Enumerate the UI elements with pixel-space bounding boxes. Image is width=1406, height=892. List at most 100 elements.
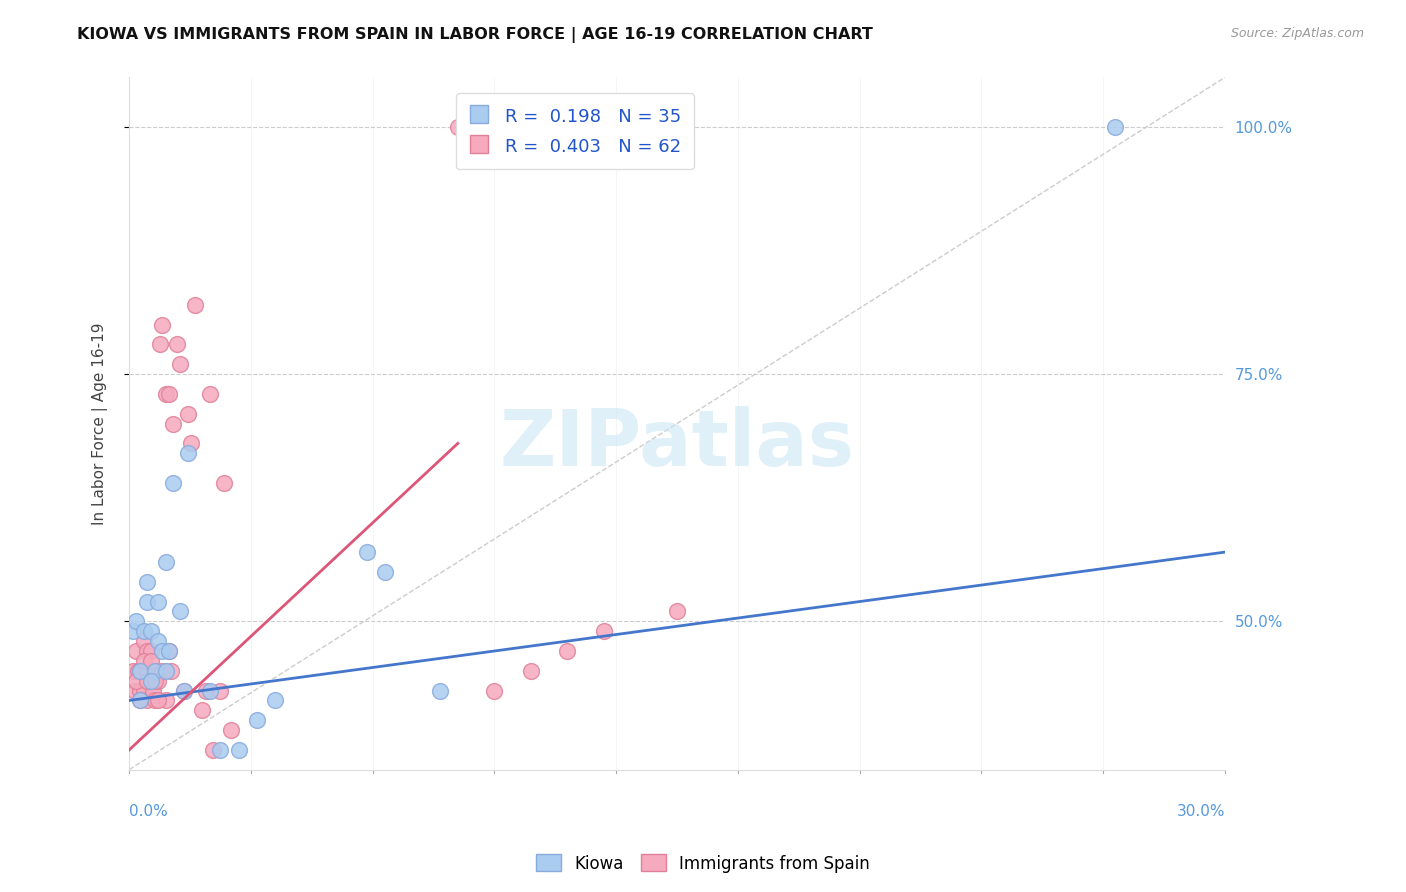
Point <box>173 683 195 698</box>
Point <box>143 673 166 688</box>
Point <box>198 683 221 698</box>
Point <box>557 842 579 856</box>
Point <box>136 693 159 707</box>
Point <box>139 673 162 688</box>
Point <box>166 337 188 351</box>
Point <box>202 743 225 757</box>
Point <box>150 644 173 658</box>
Point <box>136 594 159 608</box>
Point <box>301 891 323 892</box>
Text: 0.0%: 0.0% <box>129 805 167 819</box>
Point <box>148 634 170 648</box>
Point <box>191 802 214 816</box>
Point <box>150 318 173 332</box>
Point <box>246 713 269 727</box>
Point <box>264 891 287 892</box>
Point <box>132 624 155 639</box>
Text: ZIPatlas: ZIPatlas <box>499 407 855 483</box>
Point <box>484 683 506 698</box>
Point <box>155 693 177 707</box>
Point <box>129 693 152 707</box>
Point <box>209 683 232 698</box>
Point <box>557 644 579 658</box>
Point <box>411 871 433 886</box>
Point <box>666 822 689 836</box>
Point <box>264 693 287 707</box>
Point <box>520 664 543 678</box>
Point <box>184 298 207 312</box>
Point <box>148 693 170 707</box>
Point <box>121 624 143 639</box>
Point <box>148 594 170 608</box>
Point <box>246 891 269 892</box>
Point <box>139 624 162 639</box>
Point <box>129 693 152 707</box>
Point <box>125 644 148 658</box>
Point <box>157 644 180 658</box>
Y-axis label: In Labor Force | Age 16-19: In Labor Force | Age 16-19 <box>93 322 108 524</box>
Point <box>169 604 191 618</box>
Point <box>136 673 159 688</box>
Point <box>121 664 143 678</box>
Point <box>356 545 378 559</box>
Point <box>447 120 470 134</box>
Point <box>136 644 159 658</box>
Point <box>127 664 149 678</box>
Point <box>520 812 543 826</box>
Point <box>162 417 184 431</box>
Point <box>194 683 217 698</box>
Point <box>173 683 195 698</box>
Text: KIOWA VS IMMIGRANTS FROM SPAIN IN LABOR FORCE | AGE 16-19 CORRELATION CHART: KIOWA VS IMMIGRANTS FROM SPAIN IN LABOR … <box>77 27 873 43</box>
Point <box>191 703 214 717</box>
Point <box>129 683 152 698</box>
Point <box>150 664 173 678</box>
Point <box>228 891 250 892</box>
Point <box>374 891 396 892</box>
Legend: R =  0.198   N = 35, R =  0.403   N = 62: R = 0.198 N = 35, R = 0.403 N = 62 <box>456 94 693 169</box>
Point <box>160 664 183 678</box>
Point <box>212 475 235 490</box>
Text: Source: ZipAtlas.com: Source: ZipAtlas.com <box>1230 27 1364 40</box>
Point <box>139 673 162 688</box>
Point <box>176 407 198 421</box>
Point <box>129 664 152 678</box>
Point <box>148 673 170 688</box>
Point <box>143 664 166 678</box>
Point <box>162 475 184 490</box>
Point <box>132 634 155 648</box>
Point <box>143 693 166 707</box>
Point <box>1104 120 1126 134</box>
Point <box>143 664 166 678</box>
Point <box>176 446 198 460</box>
Point <box>124 683 146 698</box>
Point <box>198 387 221 401</box>
Point <box>228 743 250 757</box>
Point <box>447 822 470 836</box>
Point <box>169 357 191 371</box>
Point <box>132 654 155 668</box>
Point <box>136 574 159 589</box>
Point <box>429 683 451 698</box>
Point <box>221 723 243 738</box>
Point <box>180 436 202 450</box>
Point <box>374 565 396 579</box>
Point <box>149 337 172 351</box>
Point <box>157 387 180 401</box>
Point <box>157 644 180 658</box>
Point <box>209 743 232 757</box>
Point <box>139 644 162 658</box>
Point <box>129 664 152 678</box>
Point <box>142 683 165 698</box>
Point <box>155 387 177 401</box>
Point <box>125 673 148 688</box>
Point <box>155 555 177 569</box>
Point <box>139 654 162 668</box>
Point <box>155 664 177 678</box>
Point <box>136 664 159 678</box>
Text: 30.0%: 30.0% <box>1177 805 1225 819</box>
Point <box>132 683 155 698</box>
Legend: Kiowa, Immigrants from Spain: Kiowa, Immigrants from Spain <box>530 847 876 880</box>
Point <box>593 624 616 639</box>
Point <box>666 604 689 618</box>
Point <box>125 615 148 629</box>
